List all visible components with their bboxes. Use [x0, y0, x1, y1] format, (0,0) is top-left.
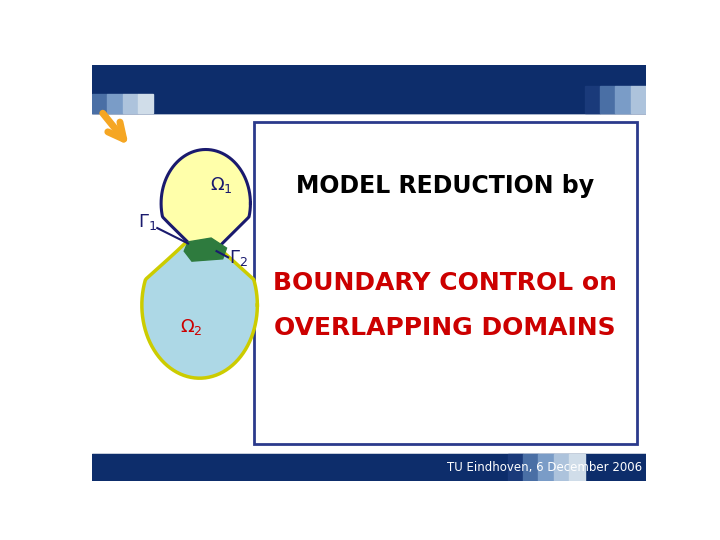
FancyBboxPatch shape — [253, 122, 637, 444]
Polygon shape — [184, 238, 227, 261]
Polygon shape — [142, 232, 257, 378]
Bar — [508, 454, 523, 481]
Bar — [523, 454, 539, 481]
Text: BOUNDARY CONTROL on: BOUNDARY CONTROL on — [273, 271, 617, 295]
Bar — [122, 94, 138, 113]
Bar — [138, 94, 153, 113]
Bar — [539, 454, 554, 481]
Bar — [600, 86, 616, 113]
Bar — [554, 454, 570, 481]
Bar — [631, 86, 647, 113]
Bar — [570, 454, 585, 481]
Bar — [92, 454, 647, 481]
Polygon shape — [161, 150, 251, 257]
Text: MODEL REDUCTION by: MODEL REDUCTION by — [296, 174, 594, 198]
Bar — [92, 94, 107, 113]
Bar — [92, 65, 647, 113]
Text: $\Gamma_1$: $\Gamma_1$ — [138, 212, 157, 232]
Bar — [585, 86, 600, 113]
Text: $\Omega_1$: $\Omega_1$ — [210, 174, 233, 194]
Text: $\Omega_2$: $\Omega_2$ — [180, 317, 203, 337]
Text: TU Eindhoven, 6 December 2006: TU Eindhoven, 6 December 2006 — [447, 461, 642, 474]
Text: $\Gamma_2$: $\Gamma_2$ — [229, 248, 248, 268]
Bar — [107, 94, 122, 113]
Text: OVERLAPPING DOMAINS: OVERLAPPING DOMAINS — [274, 316, 616, 340]
Bar — [616, 86, 631, 113]
